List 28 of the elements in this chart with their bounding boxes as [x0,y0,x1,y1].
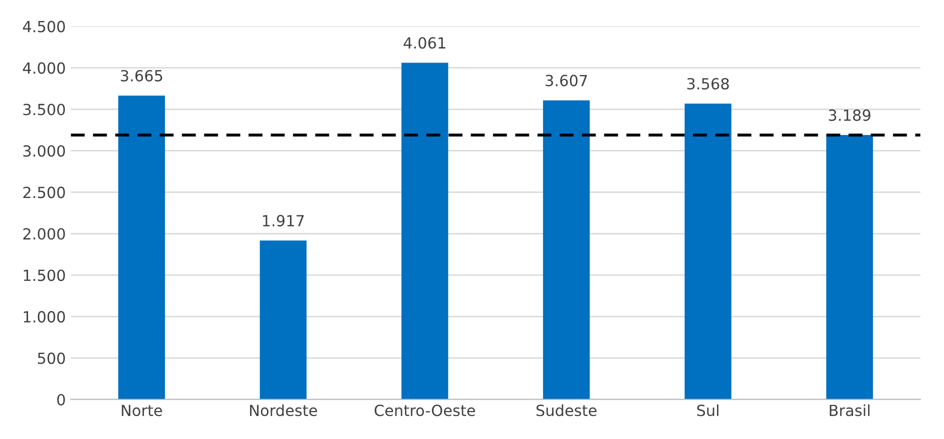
bar [826,135,873,400]
y-tick-label: 1.000 [24,311,65,323]
y-tick-label: 500 [38,352,65,364]
bar [118,96,165,400]
data-label: 3.568 [687,78,729,90]
y-tick-label: 2.500 [23,186,65,198]
bar [543,100,590,400]
y-tick-label: 4.500 [22,20,65,32]
data-label: 3.189 [828,109,870,121]
data-label: 4.061 [404,37,446,49]
y-tick-label: 0 [57,394,65,406]
y-tick-label: 4.000 [22,62,65,74]
y-tick-label: 3.500 [23,104,65,116]
data-label: 3.665 [120,70,162,82]
x-tick-label: Centro-Oeste [374,404,475,416]
data-label: 1.917 [263,214,304,226]
x-tick-label: Nordeste [250,404,318,416]
y-tick-label: 2.000 [23,228,65,240]
y-tick-label: 1.500 [24,270,65,282]
x-tick-label: Brasil [830,404,870,416]
x-tick-label: Norte [122,404,162,416]
bar [260,240,307,400]
bar [684,104,732,400]
y-tick-label: 3.000 [23,145,65,157]
x-tick-label: Sul [697,404,718,416]
bar [401,62,448,400]
data-label: 3.607 [546,74,587,86]
x-tick-label: Sudeste [536,404,596,416]
